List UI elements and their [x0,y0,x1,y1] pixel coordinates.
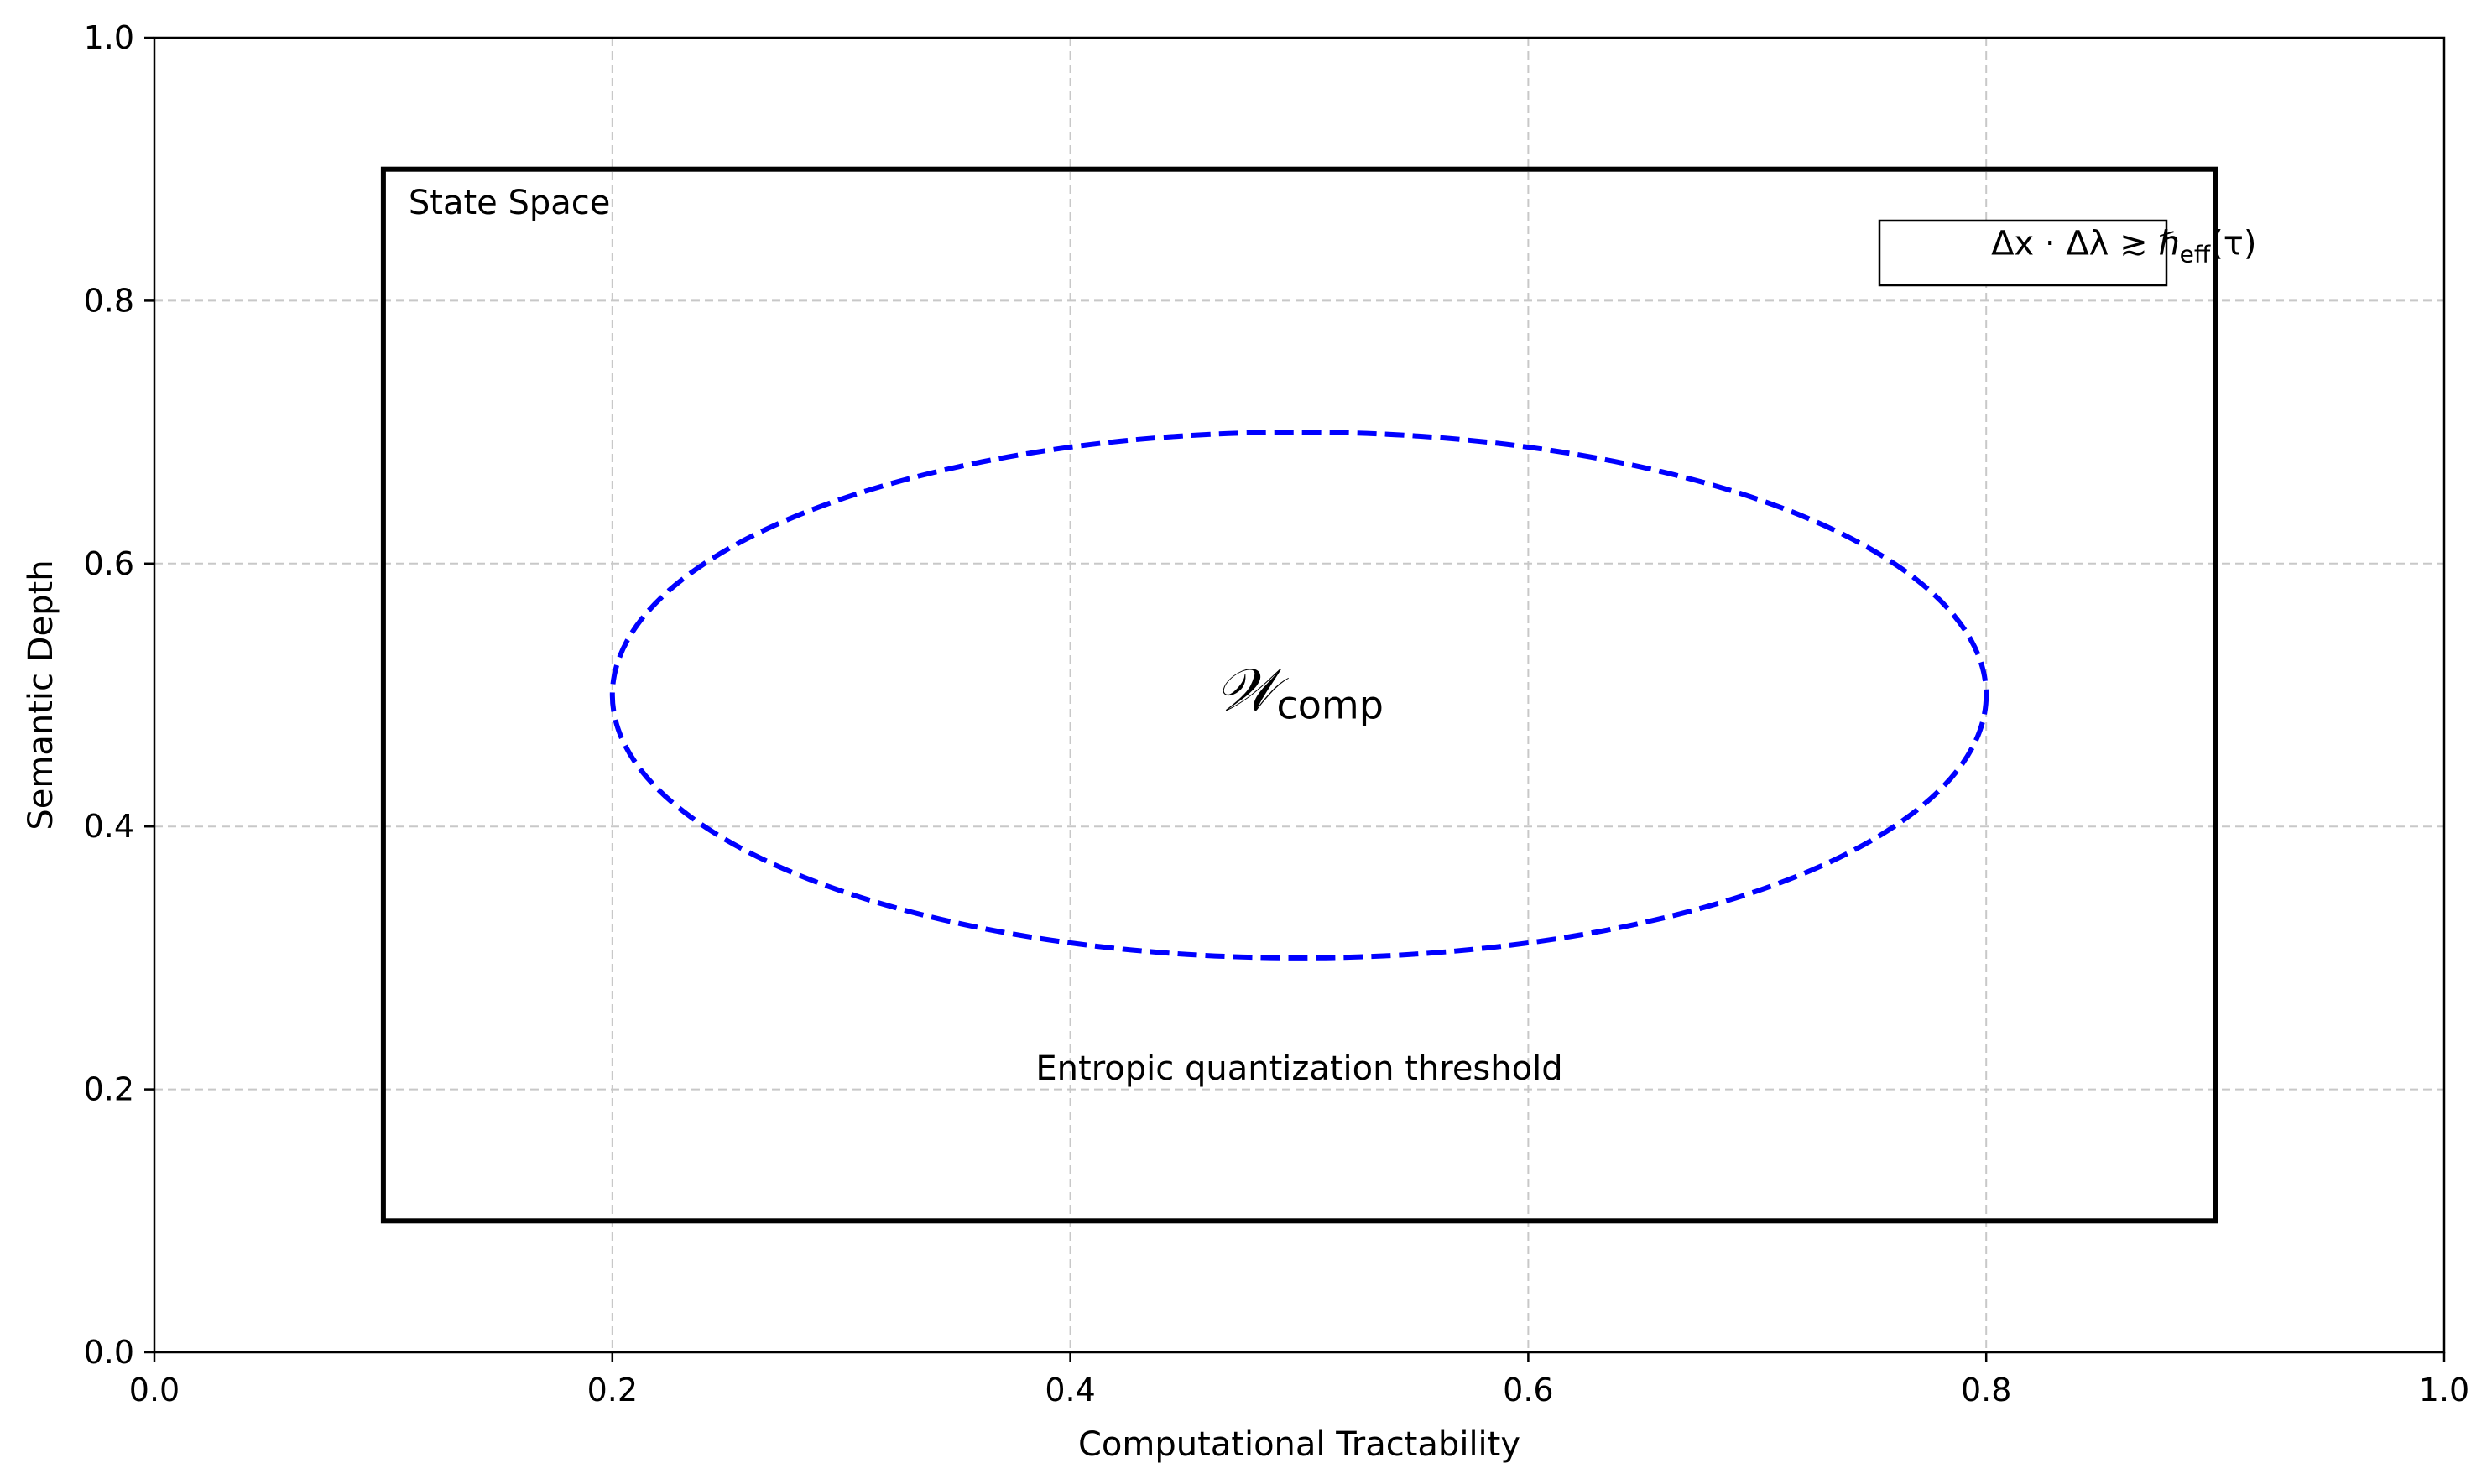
window-symbol: 𝒲 [1215,656,1289,725]
x-tick-label: 0.0 [129,1372,180,1408]
x-axis-title: Computational Tractability [1078,1425,1520,1464]
computational-window-ellipse [609,430,1989,961]
x-tick-label: 0.8 [1961,1372,2011,1408]
relation-lhs: Δx · Δλ ≳ ℏ [1991,225,2180,263]
state-space-label: State Space [409,184,611,222]
relation-subscript: eff [2180,241,2211,268]
y-axis-title: Semantic Depth [22,560,60,830]
y-tick-label: 0.6 [84,545,134,582]
y-tick-label: 0.0 [84,1334,134,1371]
tick-layer: 0.0 0.2 0.4 0.6 0.8 1.0 0.0 0.2 0.4 0.6 0.8 1.0 [84,19,2470,1408]
threshold-label: Entropic quantization threshold [1035,1049,1562,1088]
y-tick-label: 0.4 [84,808,134,845]
x-tick-label: 0.6 [1503,1372,1553,1408]
y-tick-label: 1.0 [84,19,134,56]
state-space-rectangle [380,166,2218,1224]
y-tick-label: 0.2 [84,1071,134,1108]
y-tick-label: 0.8 [84,282,134,319]
x-tick-label: 0.2 [587,1372,638,1408]
window-subscript: comp [1276,683,1383,728]
shape-layer [380,166,2218,1224]
relation-box: Δx · Δλ ≳ ℏeff(τ) [1878,219,2256,287]
relation-formula: Δx · Δλ ≳ ℏeff(τ) [1991,225,2256,268]
axes-frame [153,36,2446,1354]
x-tick-label: 0.4 [1045,1372,1095,1408]
x-tick-label: 1.0 [2419,1372,2469,1408]
window-label: 𝒲comp [1215,656,1384,728]
relation-box-frame [1878,219,2168,287]
relation-rhs: (τ) [2210,225,2256,263]
